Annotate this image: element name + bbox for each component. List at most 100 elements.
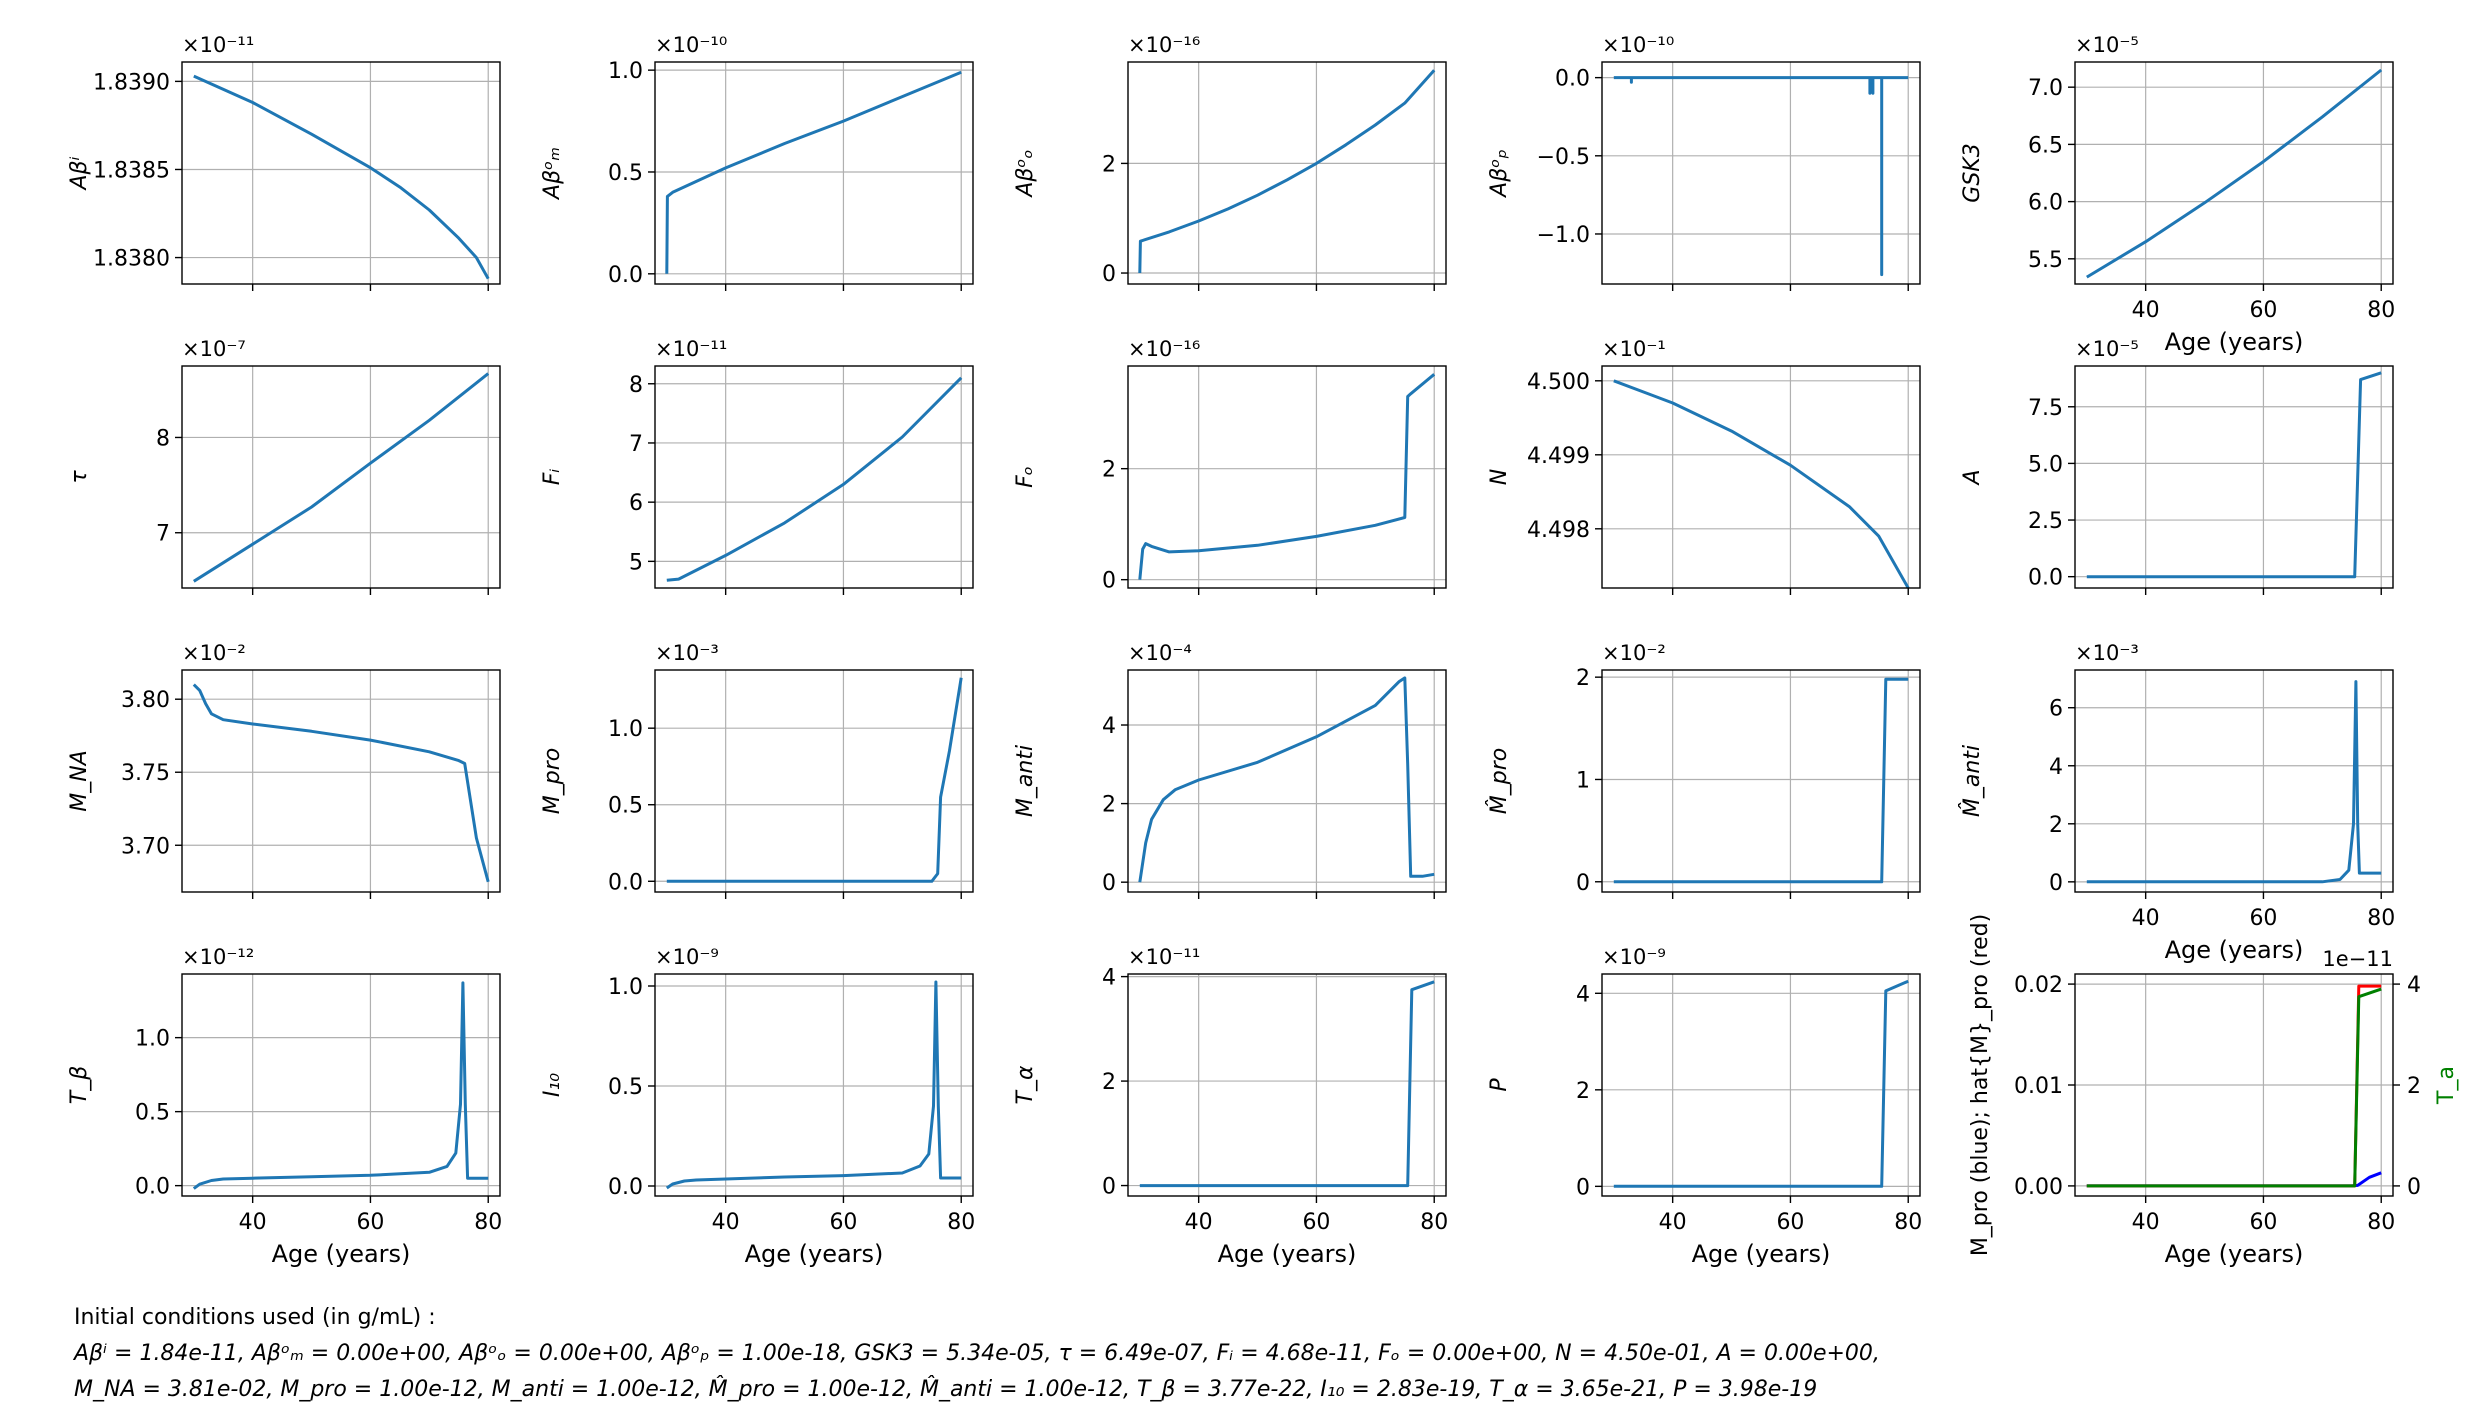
subplot-9: 4.498 4.499 4.500 ×10⁻¹ N (1487, 337, 1921, 595)
y-tick-label: 6 (629, 491, 643, 516)
axes-frame (1601, 365, 1921, 589)
x-tick-label: 80 (2367, 298, 2395, 323)
y-tick-label: 6 (2049, 697, 2063, 722)
axis-offset-label: ×10⁻⁹ (655, 945, 719, 969)
axes-frame (654, 973, 974, 1197)
y-axis-label: M_anti (1013, 745, 1038, 817)
y-tick-label: 0.0 (608, 870, 643, 895)
y-tick-label: 0.5 (608, 1075, 643, 1100)
series-line-1 (1613, 76, 1909, 277)
y-tick-label: 5.0 (2028, 452, 2063, 477)
y-tick-label: 1.8390 (93, 70, 170, 95)
series-line-1 (1613, 979, 1909, 1188)
axis-offset-label: ×10⁻⁵ (2075, 337, 2139, 361)
subplot-20: 40 60 80 Age (years) 0.00 0.01 0.02 0 2 4 1e−11 M_p… (1968, 914, 2459, 1268)
y-tick-label: 2 (1576, 666, 1590, 691)
x-tick-label: 80 (474, 1210, 502, 1235)
axis-offset-label: ×10⁻⁵ (2075, 33, 2139, 57)
x-tick-label: 60 (1776, 1210, 1804, 1235)
y2-tick-label: 0 (2407, 1175, 2421, 1200)
axis-offset-label: ×10⁻⁷ (182, 337, 246, 361)
x-axis-label: Age (years) (272, 1240, 411, 1268)
series-line-1 (1138, 69, 1436, 274)
axes-frame (654, 669, 974, 893)
axis-offset-label: ×10⁻³ (655, 641, 719, 665)
axis-offset-label: ×10⁻¹¹ (1128, 945, 1200, 969)
axes-frame (181, 669, 501, 893)
x-tick-label: 60 (1302, 1210, 1330, 1235)
series-line-1 (1139, 980, 1435, 1188)
caption-line-2: Aβⁱ = 1.84e-11, Aβᵒₘ = 0.00e+00, Aβᵒₒ = … (74, 1341, 1880, 1366)
subplot-14: 0 1 2 ×10⁻² M̂_pro (1486, 641, 1921, 899)
y-axis-label: Aβᵒₘ (540, 147, 565, 201)
axes-frame (2074, 365, 2394, 589)
y-tick-label: 1.0 (608, 717, 643, 742)
axis-offset-label: ×10⁻⁴ (1128, 641, 1192, 665)
y-tick-label: 2.5 (2028, 509, 2063, 534)
y-tick-label: 7 (156, 522, 170, 547)
axis-offset-label: ×10⁻¹¹ (655, 337, 727, 361)
y-tick-label: 5.5 (2028, 248, 2063, 273)
x-tick-label: 80 (1894, 1210, 1922, 1235)
y-tick-label: 1.0 (608, 59, 643, 84)
x-axis-label: Age (years) (2165, 936, 2304, 964)
x-tick-label: 40 (1185, 1210, 1213, 1235)
series-line-1 (666, 677, 963, 883)
axes-frame (1601, 973, 1921, 1197)
y-axis-label: T_β (67, 1066, 92, 1104)
caption-line-3: M_NA = 3.81e-02, M_pro = 1.00e-12, M_ant… (74, 1377, 1818, 1402)
y-tick-label: 1.0 (135, 1027, 170, 1052)
subplot-17: 40 60 80 Age (years) 0.0 0.5 1.0 ×10⁻⁹ I₁₀ (540, 945, 975, 1268)
series-line-1 (2086, 680, 2382, 884)
axes-frame (654, 365, 974, 589)
y-axis-label: Fᵢ (540, 469, 565, 486)
axis-offset-label: ×10⁻¹⁰ (1602, 33, 1674, 57)
y-tick-label: 3.70 (121, 834, 170, 859)
axis-offset-label: ×10⁻³ (2075, 641, 2139, 665)
y-tick-label: 8 (629, 373, 643, 398)
y-tick-label: 2 (2049, 813, 2063, 838)
y-tick-label: 1.0 (608, 975, 643, 1000)
y-tick-label: 6.0 (2028, 191, 2063, 216)
axis-offset-label: ×10⁻¹² (182, 945, 254, 969)
subplot-15: 40 60 80 Age (years) 0 2 4 6 ×10⁻³ M̂_anti (1959, 641, 2395, 964)
y-axis-label: Aβᵒₒ (1013, 149, 1038, 198)
y-axis-label: M_NA (67, 750, 92, 812)
y-tick-label: 1.8385 (93, 158, 170, 183)
y-tick-label: 8 (156, 426, 170, 451)
subplot-19: 40 60 80 Age (years) 0 2 4 ×10⁻⁹ P (1487, 945, 1922, 1268)
y-tick-label: 6.5 (2028, 133, 2063, 158)
y-axis-label: Aβᵒₚ (1487, 149, 1512, 199)
y-tick-label: 5 (629, 550, 643, 575)
series-line-1 (1138, 676, 1435, 883)
axis-offset-label: ×10⁻² (182, 641, 246, 665)
y-tick-label: 0.5 (135, 1101, 170, 1126)
y-axis-label: N (1487, 469, 1512, 485)
y-tick-label: −0.5 (1537, 145, 1590, 170)
axes-frame (1601, 669, 1921, 893)
axes-frame (654, 61, 974, 285)
x-tick-label: 60 (2249, 906, 2277, 931)
x-tick-label: 60 (2249, 1210, 2277, 1235)
series-line-1 (1138, 373, 1436, 580)
x-tick-label: 40 (2132, 906, 2160, 931)
y-tick-label: 7.0 (2028, 76, 2063, 101)
subplot-18: 40 60 80 Age (years) 0 2 4 ×10⁻¹¹ T_α (1013, 945, 1448, 1268)
series-line-1 (2086, 1171, 2382, 1188)
subplot-11: 3.70 3.75 3.80 ×10⁻² M_NA (67, 641, 501, 899)
x-axis-label: Age (years) (1692, 1240, 1831, 1268)
subplot-12: 0.0 0.5 1.0 ×10⁻³ M_pro (540, 641, 974, 899)
y-tick-label: 0.02 (2014, 973, 2063, 998)
y-axis-label: M_pro (540, 748, 565, 814)
y-axis-label: M̂_anti (1959, 745, 1985, 817)
y-tick-label: 0 (1576, 1175, 1590, 1200)
x-tick-label: 60 (356, 1210, 384, 1235)
y-axis-label: A (1960, 469, 1985, 486)
axes-frame (1127, 61, 1447, 285)
y-axis-label: GSK3 (1960, 143, 1985, 202)
x-tick-label: 60 (829, 1210, 857, 1235)
series-line-1 (1613, 379, 1910, 589)
subplot-4: −1.0 −0.5 0.0 ×10⁻¹⁰ Aβᵒₚ (1487, 33, 1921, 291)
axes-frame (2074, 61, 2394, 285)
